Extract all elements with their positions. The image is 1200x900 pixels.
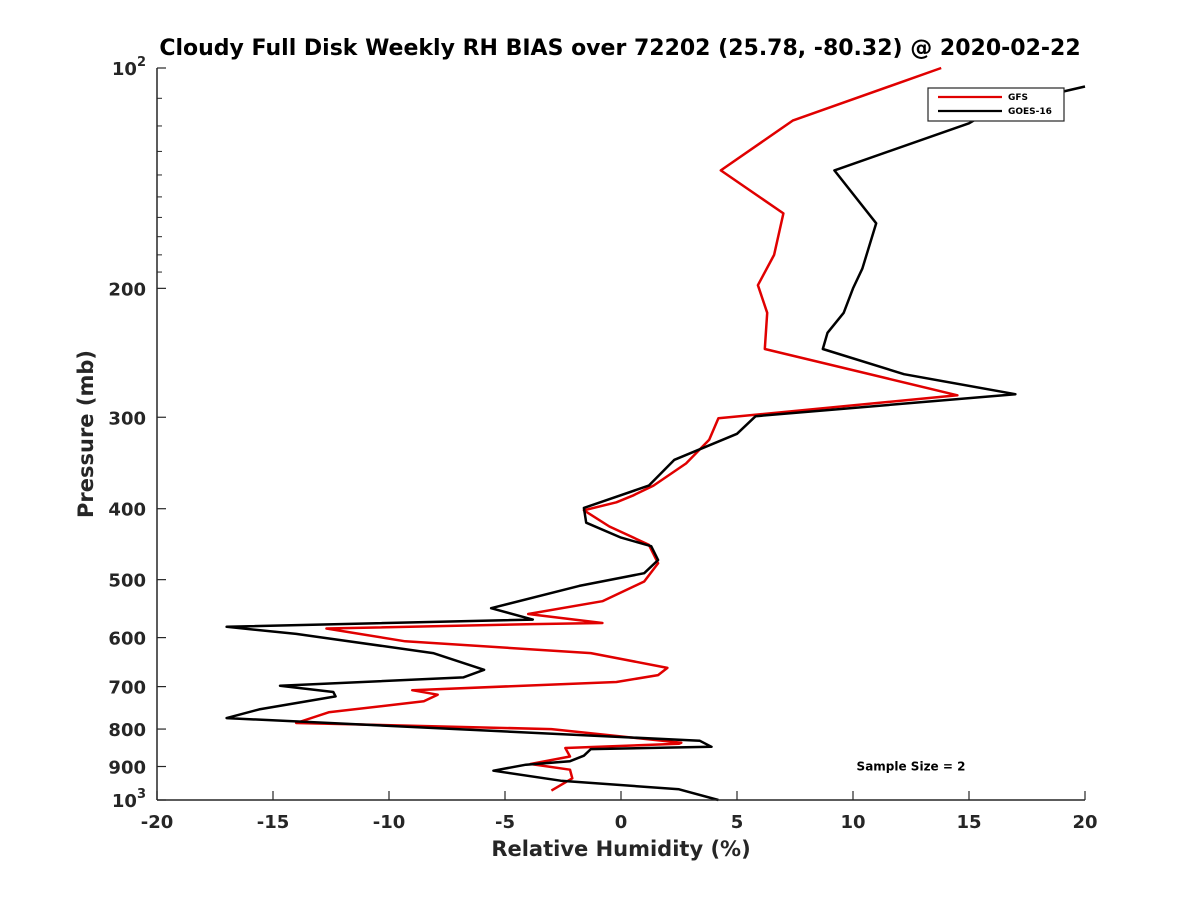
series-line-gfs bbox=[294, 66, 959, 792]
y-tick-label: 300 bbox=[108, 408, 146, 429]
legend-box bbox=[927, 87, 1065, 122]
x-tick-label: 10 bbox=[840, 812, 865, 833]
y-tick-label: 400 bbox=[108, 500, 146, 521]
x-tick-label: 15 bbox=[956, 812, 981, 833]
series-layer bbox=[225, 66, 1086, 802]
y-axis-label: Pressure (mb) bbox=[74, 350, 98, 518]
y-tick-label: 900 bbox=[108, 758, 146, 779]
plot-area bbox=[157, 68, 1085, 800]
legend-label-gfs: GFS bbox=[1008, 93, 1028, 103]
x-tick-label: 0 bbox=[615, 812, 628, 833]
x-tick-label: -15 bbox=[257, 812, 290, 833]
x-ticks: -20 -15 -10 -5 0 5 10 15 20 bbox=[141, 791, 1098, 833]
y-tick-label: 200 bbox=[108, 279, 146, 300]
x-tick-label: -10 bbox=[373, 812, 406, 833]
sample-size-annotation: Sample Size = 2 bbox=[857, 760, 966, 774]
series-line-goes16 bbox=[225, 85, 1086, 802]
x-tick-label: -20 bbox=[141, 812, 174, 833]
legend: GFS GOES-16 bbox=[927, 87, 1065, 122]
chart-title: Cloudy Full Disk Weekly RH BIAS over 722… bbox=[159, 36, 1080, 61]
y-tick-label: 500 bbox=[108, 571, 146, 592]
y-tick-label: 600 bbox=[108, 629, 146, 650]
x-tick-label: 5 bbox=[731, 812, 744, 833]
y-tick-label: 700 bbox=[108, 678, 146, 699]
x-tick-label: -5 bbox=[495, 812, 515, 833]
y-tick-label: 800 bbox=[108, 720, 146, 741]
x-tick-label: 20 bbox=[1072, 812, 1097, 833]
x-axis-label: Relative Humidity (%) bbox=[491, 837, 750, 861]
legend-label-goes16: GOES-16 bbox=[1008, 107, 1052, 117]
